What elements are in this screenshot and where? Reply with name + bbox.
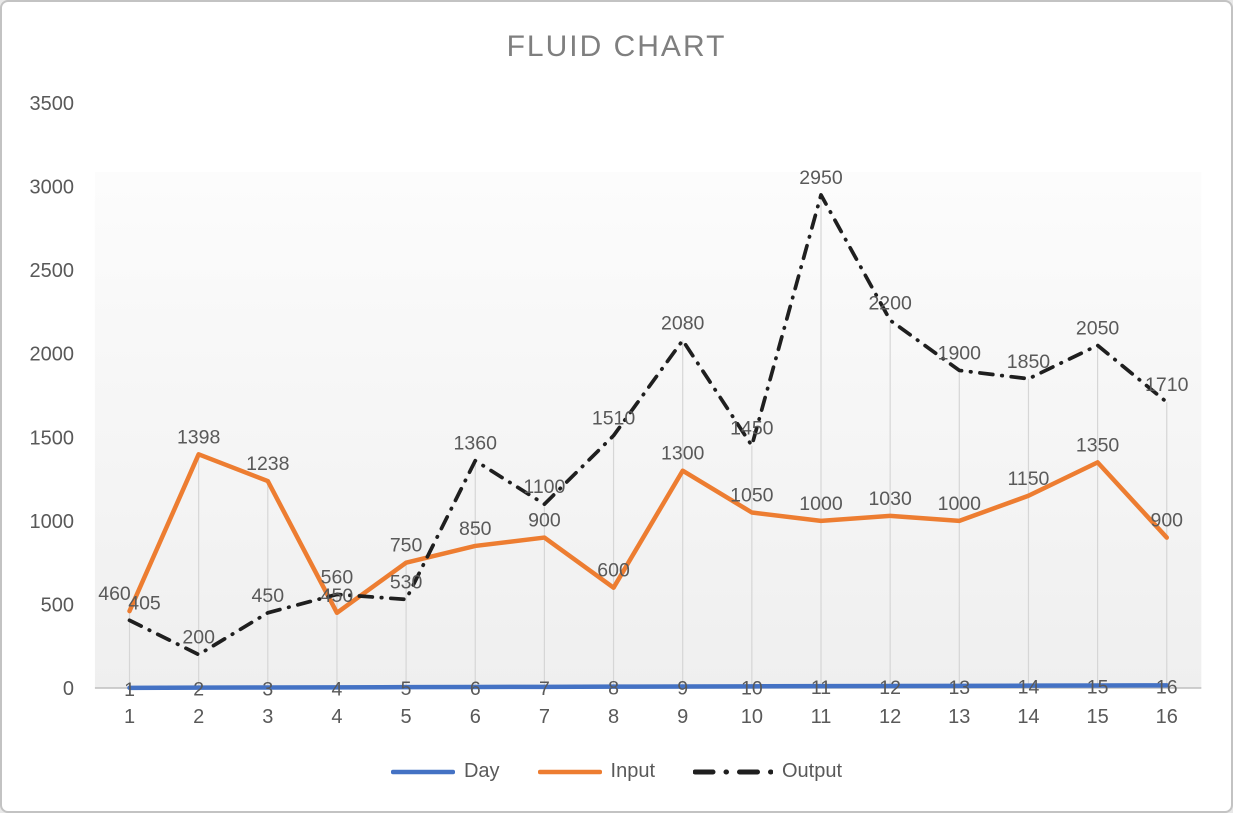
data-label-day: 7 — [539, 678, 550, 700]
data-labels: 1 2 3 4 5 6 7 8 9 10 11 12 13 14 15 1646013981238450750… — [98, 167, 1188, 701]
x-axis-tick-label: 9 — [677, 706, 688, 728]
data-label-day: 5 — [401, 678, 412, 700]
data-label-input: 1398 — [177, 426, 220, 448]
legend-swatch-input — [537, 769, 602, 774]
legend-swatch-output — [693, 769, 773, 774]
data-label-day: 13 — [948, 677, 970, 699]
drop-lines — [128, 194, 1168, 688]
y-axis-tick-label: 1500 — [30, 427, 75, 449]
data-label-input: 850 — [459, 518, 492, 540]
legend-swatch-day — [390, 769, 455, 774]
data-label-output: 1900 — [938, 342, 982, 364]
data-label-output: 1850 — [1007, 351, 1051, 373]
series-line-output — [127, 193, 1169, 657]
series-line-input — [127, 452, 1169, 616]
y-axis-tick-label: 1000 — [30, 511, 75, 533]
data-label-output: 405 — [128, 592, 161, 614]
y-axis-tick-label: 500 — [41, 594, 74, 616]
data-label-output: 530 — [390, 571, 423, 593]
y-axis-tick-label: 3500 — [30, 93, 75, 115]
data-label-day: 11 — [811, 677, 831, 699]
legend-label: Output — [782, 760, 843, 782]
x-axis-tick-label: 6 — [470, 706, 481, 728]
plot-area — [94, 172, 1202, 688]
data-label-input: 450 — [321, 585, 354, 607]
data-label-input: 900 — [1150, 510, 1183, 532]
legend-item-day[interactable]: Day — [390, 760, 500, 783]
data-label-day: 12 — [879, 677, 901, 699]
x-axis-tick-label: 12 — [879, 706, 901, 728]
data-label-input: 1238 — [246, 453, 289, 475]
data-label-output: 2080 — [661, 312, 705, 334]
data-label-output: 1710 — [1145, 374, 1189, 396]
x-axis-tick-label: 4 — [331, 706, 342, 728]
data-label-day: 14 — [1018, 677, 1040, 699]
data-label-input: 1150 — [1007, 468, 1049, 490]
x-axis-tick-label: 11 — [811, 706, 832, 728]
data-label-day: 10 — [741, 677, 763, 699]
legend-item-input[interactable]: Input — [537, 760, 655, 783]
data-label-day: 9 — [677, 677, 688, 699]
data-label-input: 1050 — [730, 485, 774, 507]
data-label-day: 1 — [124, 679, 135, 701]
y-axis-tick-label: 3000 — [30, 177, 75, 199]
data-label-output: 1360 — [454, 433, 498, 455]
data-label-day: 3 — [262, 678, 273, 700]
x-axis-tick-label: 10 — [741, 706, 763, 728]
data-label-day: 4 — [332, 678, 343, 700]
data-label-day: 2 — [193, 679, 204, 701]
x-axis-tick-label: 14 — [1017, 706, 1039, 728]
data-label-input: 750 — [390, 535, 423, 557]
data-label-output: 450 — [252, 585, 285, 607]
data-label-day: 15 — [1087, 676, 1109, 698]
legend-label: Input — [610, 760, 655, 782]
x-axis-tick-label: 2 — [193, 706, 204, 728]
x-axis-tick-label: 15 — [1086, 706, 1108, 728]
data-label-input: 1030 — [868, 488, 912, 510]
data-label-output: 560 — [321, 566, 354, 588]
data-label-day: 6 — [470, 678, 481, 700]
chart-title: FLUID CHART — [506, 30, 727, 63]
legend-label: Day — [463, 760, 500, 782]
data-label-input: 600 — [597, 560, 630, 582]
data-label-input: 1000 — [799, 493, 843, 515]
data-label-output: 1450 — [730, 418, 774, 440]
x-axis-tick-label: 8 — [608, 706, 619, 728]
series-lines — [127, 193, 1169, 691]
data-label-input: 1000 — [938, 493, 982, 515]
legend: Day Input Output — [2, 760, 1231, 783]
y-axis-tick-label: 0 — [63, 678, 74, 700]
data-label-output: 2050 — [1076, 317, 1120, 339]
data-label-output: 2950 — [799, 167, 843, 189]
series-line-day — [127, 683, 1169, 691]
x-axis-tick-label: 13 — [948, 706, 970, 728]
y-axis-tick-label: 2500 — [30, 260, 75, 282]
data-label-input: 460 — [98, 583, 131, 605]
x-axis-tick-label: 16 — [1156, 706, 1178, 728]
data-label-input: 1300 — [661, 443, 705, 465]
data-label-input: 1350 — [1076, 434, 1120, 456]
data-label-input: 900 — [528, 510, 561, 532]
data-label-day: 8 — [608, 678, 619, 700]
data-label-output: 1510 — [592, 408, 636, 430]
x-axis-tick-label: 7 — [539, 706, 550, 728]
legend-item-output[interactable]: Output — [693, 760, 842, 783]
data-label-day: 16 — [1156, 676, 1178, 698]
plot-area-fill — [94, 172, 1202, 688]
x-axis-tick-label: 1 — [124, 706, 135, 728]
y-axis-tick-label: 2000 — [30, 344, 75, 366]
data-label-output: 2200 — [868, 292, 912, 314]
data-label-output: 200 — [182, 627, 215, 649]
x-axis-tick-label: 5 — [401, 706, 412, 728]
x-axis-tick-label: 3 — [262, 706, 273, 728]
data-label-output: 1100 — [523, 476, 565, 498]
